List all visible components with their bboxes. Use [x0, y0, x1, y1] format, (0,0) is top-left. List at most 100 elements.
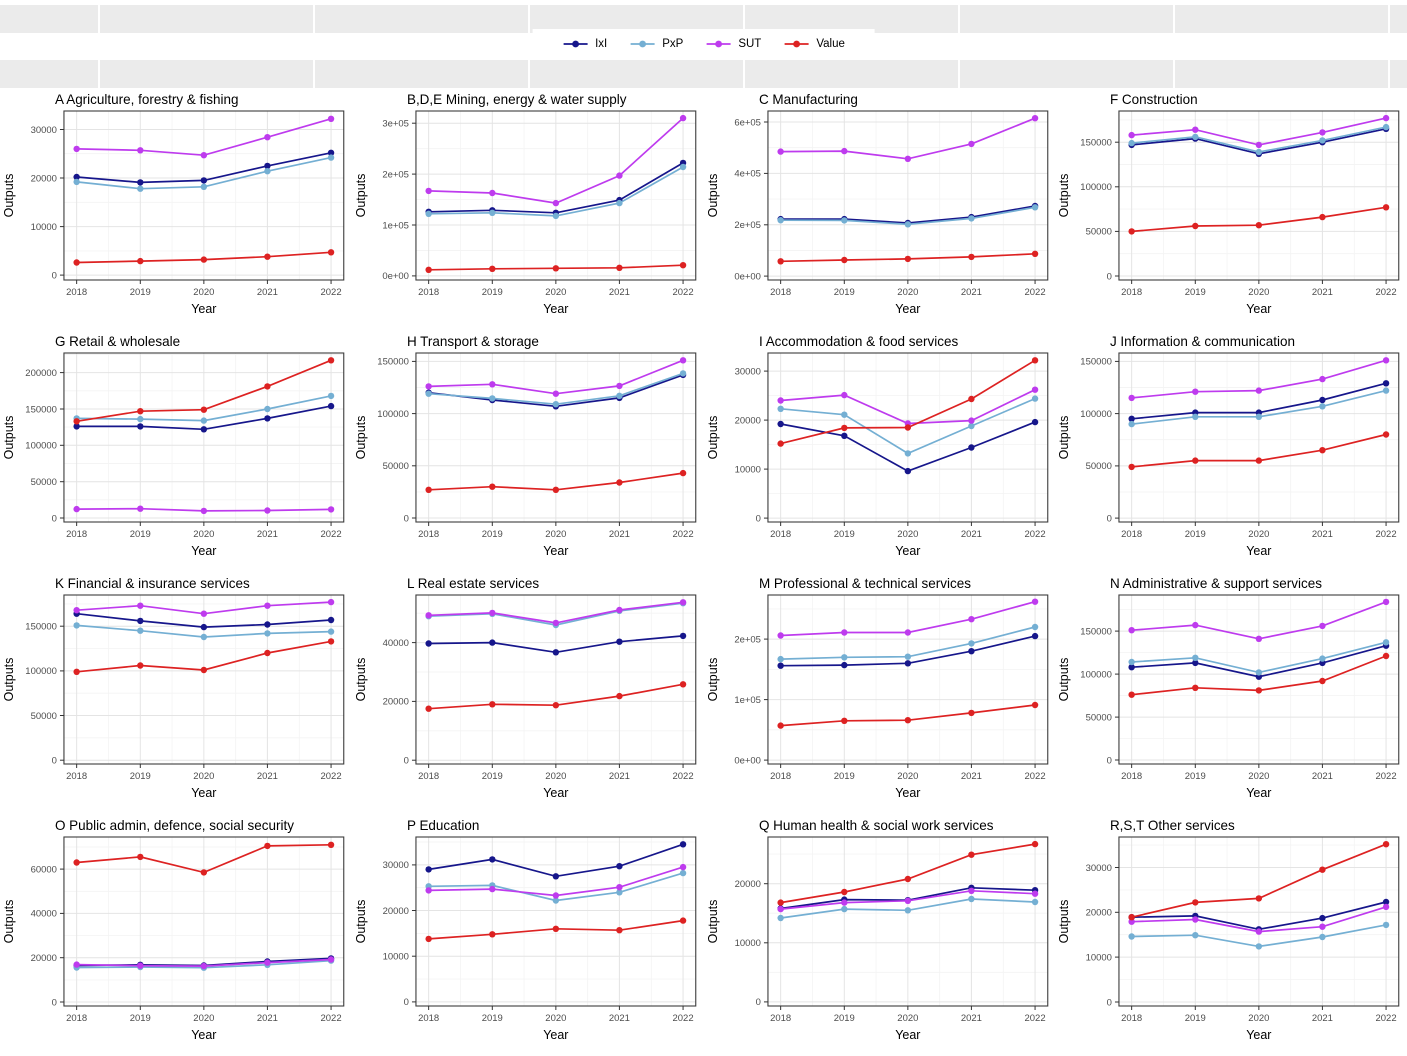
- x-tick-label: 2019: [833, 1013, 854, 1024]
- data-point: [488, 639, 496, 646]
- x-tick-label: 2020: [1249, 771, 1270, 782]
- legend-item-ixi: IxI: [562, 38, 607, 50]
- data-point: [264, 134, 271, 141]
- chart-panel: 0 20000 40000 2018 2019 2020 2021 2022 Year Outpu…: [352, 572, 704, 814]
- x-tick-label: 2021: [609, 771, 630, 782]
- y-tick-label: 150000: [25, 621, 57, 632]
- y-tick-label: 10000: [31, 222, 57, 233]
- data-point: [425, 640, 432, 647]
- y-tick-label: 30000: [31, 125, 57, 136]
- x-tick-label: 2022: [672, 771, 693, 782]
- data-point: [552, 702, 559, 709]
- data-point: [1255, 669, 1263, 676]
- x-axis-title: Year: [543, 786, 568, 800]
- x-tick-label: 2018: [418, 1013, 439, 1024]
- data-point: [73, 145, 80, 153]
- data-point: [776, 405, 784, 412]
- x-tick-label: 2022: [1376, 529, 1397, 540]
- x-tick-label: 2019: [130, 287, 151, 298]
- data-point: [264, 621, 271, 628]
- data-point: [327, 115, 335, 122]
- x-tick-label: 2018: [770, 1013, 791, 1024]
- data-point: [615, 638, 623, 645]
- data-point: [840, 717, 847, 724]
- x-tick-label: 2019: [130, 529, 151, 540]
- x-tick-label: 2018: [66, 1013, 87, 1024]
- data-point: [1383, 921, 1390, 929]
- data-point: [200, 962, 208, 970]
- x-tick-label: 2021: [609, 529, 630, 540]
- data-point: [327, 154, 335, 161]
- panel-title: R,S,T Other services: [1110, 818, 1235, 833]
- data-point: [488, 856, 496, 863]
- y-tick-label: 0e+00: [382, 271, 409, 282]
- x-tick-label: 2019: [833, 287, 854, 298]
- data-point: [1031, 357, 1038, 364]
- data-point: [1383, 387, 1390, 394]
- data-point: [327, 638, 335, 645]
- data-point: [679, 681, 687, 688]
- data-point: [967, 395, 975, 403]
- chart-panel-svg: 0 10000 20000 30000 2018 2019 2020 2021 2022 Year…: [705, 334, 1048, 558]
- x-tick-label: 2020: [897, 1013, 918, 1024]
- data-point: [1192, 684, 1199, 691]
- data-point: [327, 392, 335, 400]
- y-axis-title: Outputs: [354, 174, 368, 218]
- data-point: [488, 209, 496, 216]
- data-point: [488, 483, 496, 490]
- x-tick-label: 2021: [1312, 1013, 1333, 1024]
- chart-panel: 0 20000 40000 60000 2018 2019 2020 2021 2022 Year…: [0, 814, 352, 1056]
- panel-title: K Financial & insurance services: [55, 576, 250, 591]
- data-point: [967, 253, 975, 261]
- chart-panel-svg: 0 10000 20000 30000 2018 2019 2020 2021 2022 Year…: [1057, 818, 1400, 1042]
- data-point: [1128, 691, 1136, 698]
- data-point: [73, 859, 80, 866]
- data-point: [488, 609, 496, 617]
- data-point: [1319, 375, 1326, 383]
- data-point: [1383, 204, 1390, 211]
- data-point: [1031, 632, 1038, 640]
- chart-panel-svg: 0 50000 100000 150000 2018 2019 2020 2021 2022 Ye…: [354, 334, 697, 558]
- data-point: [1255, 413, 1263, 420]
- y-tick-label: 0: [403, 513, 408, 524]
- y-tick-label: 100000: [25, 666, 57, 677]
- data-point: [840, 654, 847, 661]
- x-tick-label: 2022: [1024, 1013, 1045, 1024]
- data-point: [1128, 463, 1136, 471]
- x-tick-label: 2018: [418, 771, 439, 782]
- chart-panel-svg: 0 50000 100000 150000 2018 2019 2020 2021 2022 Ye…: [1057, 92, 1400, 316]
- x-axis-title: Year: [191, 302, 216, 316]
- x-tick-label: 2019: [833, 529, 854, 540]
- data-point: [615, 927, 623, 934]
- data-point: [137, 853, 144, 861]
- data-point: [967, 895, 975, 903]
- x-tick-label: 2019: [1185, 529, 1206, 540]
- data-point: [904, 155, 911, 162]
- data-point: [1383, 598, 1390, 606]
- data-point: [137, 627, 144, 634]
- data-point: [1255, 141, 1263, 149]
- data-point: [615, 479, 623, 486]
- x-tick-label: 2018: [418, 529, 439, 540]
- data-point: [488, 189, 496, 197]
- data-point: [200, 406, 208, 413]
- data-point: [615, 606, 623, 614]
- data-point: [1192, 457, 1199, 464]
- data-point: [264, 507, 271, 514]
- x-axis-title: Year: [895, 1028, 920, 1042]
- data-point: [1031, 386, 1038, 393]
- x-tick-label: 2020: [545, 1013, 566, 1024]
- y-tick-label: 0: [403, 997, 408, 1008]
- data-point: [840, 899, 847, 906]
- x-tick-label: 2018: [66, 771, 87, 782]
- data-point: [1128, 228, 1136, 235]
- data-point: [1031, 418, 1038, 426]
- data-point: [679, 917, 687, 924]
- legend-label: PxP: [662, 38, 684, 50]
- data-point: [1128, 918, 1136, 925]
- data-point: [327, 357, 335, 364]
- data-point: [679, 163, 687, 171]
- data-point: [1255, 687, 1263, 694]
- data-point: [776, 440, 784, 447]
- y-tick-label: 150000: [1081, 137, 1113, 148]
